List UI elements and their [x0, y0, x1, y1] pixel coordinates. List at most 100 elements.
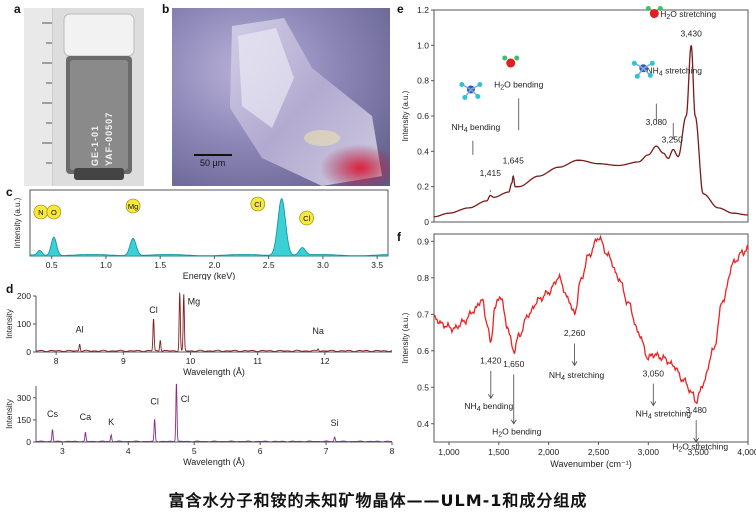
- x-tick-label: 1.5: [154, 260, 166, 270]
- element-marker: [250, 196, 266, 212]
- h-atom: [475, 94, 481, 99]
- crystal-micrograph: 50 μm: [172, 8, 390, 186]
- plot-frame: [433, 233, 749, 443]
- y-tick-label: 0.7: [417, 309, 429, 319]
- spectrum-line: [36, 292, 393, 353]
- y-tick-label: 100: [17, 319, 31, 329]
- y-tick-label: 0.8: [417, 273, 429, 283]
- h2o-molecule-icon: [649, 9, 659, 19]
- h-atom: [631, 60, 637, 66]
- element-marker-label: N: [38, 208, 43, 217]
- panel-letter-c: c: [6, 185, 13, 199]
- y-tick-label: 200: [17, 291, 31, 301]
- y-tick-label: 0.6: [417, 346, 429, 356]
- x-axis-label: Energy (keV): [183, 271, 236, 280]
- peak-annotation: 1,650: [503, 359, 525, 369]
- panel-letter-f: f: [397, 230, 401, 244]
- h-atom: [645, 6, 651, 12]
- x-tick-label: 1.0: [100, 260, 112, 270]
- element-marker: [46, 204, 62, 220]
- x-tick-label: 8: [54, 356, 59, 366]
- peak-annotation: 3,430: [681, 29, 703, 39]
- y-axis-label: Intensity (a.u.): [401, 312, 410, 363]
- x-tick-label: 4: [126, 446, 131, 456]
- h-atom: [657, 6, 663, 12]
- y-tick-label: 0: [26, 437, 31, 447]
- plot-frame: [29, 189, 389, 257]
- element-marker: [299, 210, 314, 226]
- peak-annotation: 1,645: [503, 156, 525, 166]
- x-tick-label: 4,000: [737, 447, 756, 457]
- y-axis-label: Intensity (a.u.): [13, 197, 22, 248]
- peak-annotation: 3,480: [686, 405, 708, 415]
- ir-spectrum-top-chart: 0 0.2 0.4 0.6 0.8 1.0 1.2 Intensity (a.u.) 1,415…: [401, 5, 749, 227]
- x-tick-label: 5: [192, 446, 197, 456]
- element-marker-label: Cl: [254, 200, 261, 209]
- x-tick-label: 2.0: [209, 260, 221, 270]
- element-label: Cl: [149, 305, 158, 315]
- y-axis-label: Intensity (a.u.): [401, 90, 410, 141]
- x-tick-label: 2,500: [588, 447, 610, 457]
- peak-annotation: 1,420: [480, 356, 502, 366]
- x-tick-label: 12: [320, 356, 330, 366]
- peak-annotation: NH4 bending: [464, 401, 513, 413]
- plot-frame: [433, 9, 749, 223]
- x-axis-label: Wavelength (Å): [183, 457, 245, 467]
- element-label: Si: [331, 418, 339, 428]
- x-tick-label: 3: [60, 446, 65, 456]
- panel-letter-a: a: [14, 2, 21, 16]
- tube-label-2: YAF-00507: [104, 111, 114, 166]
- h-atom: [462, 95, 468, 100]
- peak-annotation: H2O bending: [492, 427, 542, 439]
- eds-spectrum-area: [29, 198, 389, 257]
- peak-annotation: NH4 stretching: [636, 408, 692, 420]
- y-axis-label: Intensity: [5, 399, 14, 429]
- x-tick-label: 1,000: [438, 447, 460, 457]
- x-tick-label: 3,000: [638, 447, 660, 457]
- peak-annotation: 1,415: [480, 168, 502, 178]
- sample-tube-photo: GE-1-01 YAF-00507: [24, 8, 144, 186]
- y-tick-label: 1.0: [417, 40, 429, 50]
- element-label: Al: [76, 324, 84, 334]
- peak-annotation: H2O bending: [494, 80, 544, 92]
- x-tick-label: 3.0: [317, 260, 329, 270]
- h-atom: [502, 55, 508, 61]
- peak-annotation: H2O stretching: [672, 441, 728, 453]
- y-tick-label: 0.4: [417, 146, 429, 156]
- eds-spectrum-chart: 0.5 1.0 1.5 2.0 2.5 3.0 3.5 Energy (keV) Intensi…: [13, 189, 389, 280]
- y-tick-label: 1.2: [417, 5, 429, 15]
- y-axis-label: Intensity: [5, 309, 14, 339]
- x-tick-label: 9: [121, 356, 126, 366]
- peak-annotation: 3,250: [662, 135, 684, 145]
- y-tick-label: 0.6: [417, 111, 429, 121]
- x-tick-label: 1,500: [488, 447, 510, 457]
- ir-spectrum-line: [433, 234, 749, 405]
- h-atom: [634, 73, 640, 79]
- element-label: Mg: [188, 296, 201, 306]
- h-atom: [647, 72, 653, 78]
- x-tick-label: 8: [390, 446, 395, 456]
- element-marker-label: Cl: [303, 214, 310, 223]
- y-tick-label: 0.5: [417, 382, 429, 392]
- arrow-head: [487, 393, 494, 399]
- arrow-head: [571, 361, 578, 367]
- y-tick-label: 150: [17, 415, 31, 425]
- ruler: [24, 8, 53, 186]
- y-tick-label: 0.9: [417, 236, 429, 246]
- peak-annotation: NH4 stretching: [549, 370, 605, 382]
- peak-annotation: 3,050: [643, 368, 665, 378]
- h-atom: [477, 82, 483, 87]
- crystal-shape: [230, 18, 390, 186]
- ir-spectrum-bottom-chart: 0.4 0.5 0.6 0.7 0.8 0.9 Intensity (a.u.) 1,000 1…: [401, 233, 756, 469]
- h-atom: [649, 60, 655, 66]
- x-tick-label: 6: [258, 446, 263, 456]
- y-tick-label: 0.2: [417, 182, 429, 192]
- x-tick-label: 7: [324, 446, 329, 456]
- x-tick-label: 3,500: [688, 447, 710, 457]
- h-atom: [514, 55, 520, 61]
- panel-letter-d: d: [6, 282, 14, 296]
- panel-letter-e: e: [397, 2, 404, 16]
- x-tick-label: 11: [253, 356, 262, 366]
- h2o-molecule-icon: [506, 58, 516, 68]
- peak-annotation: NH4 stretching: [647, 66, 703, 78]
